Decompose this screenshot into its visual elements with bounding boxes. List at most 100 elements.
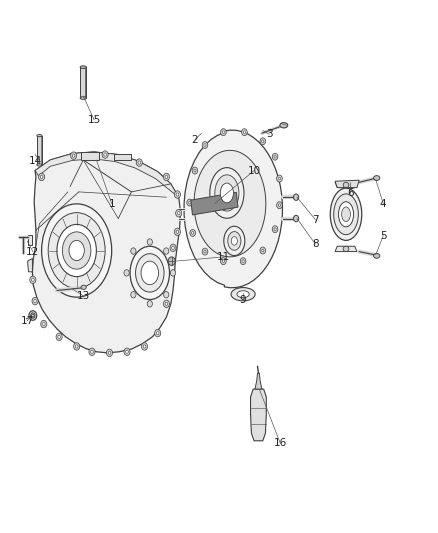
Text: 14: 14	[28, 156, 42, 166]
Ellipse shape	[31, 313, 35, 318]
Ellipse shape	[177, 212, 180, 215]
Ellipse shape	[260, 138, 265, 144]
Ellipse shape	[131, 248, 136, 254]
Ellipse shape	[188, 201, 191, 204]
Ellipse shape	[272, 226, 278, 232]
Ellipse shape	[42, 204, 112, 297]
Ellipse shape	[240, 258, 246, 265]
Ellipse shape	[242, 129, 247, 136]
Ellipse shape	[228, 231, 241, 250]
Ellipse shape	[202, 248, 208, 255]
Ellipse shape	[215, 175, 239, 211]
Ellipse shape	[30, 276, 36, 284]
Polygon shape	[255, 373, 262, 389]
Ellipse shape	[156, 332, 159, 335]
Ellipse shape	[220, 258, 226, 265]
Text: 15: 15	[88, 115, 101, 125]
Text: 7: 7	[312, 215, 319, 224]
Ellipse shape	[261, 140, 264, 142]
Ellipse shape	[280, 123, 288, 128]
Ellipse shape	[176, 230, 179, 233]
Ellipse shape	[34, 300, 36, 303]
Text: 17: 17	[21, 316, 34, 326]
Ellipse shape	[339, 201, 353, 227]
Ellipse shape	[210, 167, 244, 219]
Bar	[191, 192, 238, 215]
Ellipse shape	[74, 343, 80, 350]
Ellipse shape	[242, 260, 244, 263]
Polygon shape	[335, 246, 357, 252]
Ellipse shape	[80, 97, 86, 99]
Ellipse shape	[48, 213, 105, 288]
Ellipse shape	[277, 175, 282, 182]
Ellipse shape	[81, 285, 86, 289]
Polygon shape	[194, 150, 266, 257]
Ellipse shape	[108, 351, 111, 354]
Ellipse shape	[163, 300, 170, 308]
Ellipse shape	[57, 224, 96, 277]
Ellipse shape	[69, 240, 84, 261]
Ellipse shape	[172, 246, 174, 249]
Text: 3: 3	[266, 130, 273, 139]
Ellipse shape	[272, 154, 278, 160]
Ellipse shape	[231, 288, 255, 301]
Ellipse shape	[141, 343, 148, 350]
Ellipse shape	[155, 329, 161, 337]
Ellipse shape	[58, 335, 60, 338]
Ellipse shape	[293, 215, 299, 222]
Ellipse shape	[220, 183, 233, 203]
Text: 11: 11	[217, 252, 230, 262]
Ellipse shape	[170, 244, 176, 252]
Ellipse shape	[342, 207, 350, 222]
Ellipse shape	[374, 176, 380, 180]
Polygon shape	[335, 182, 357, 188]
Ellipse shape	[222, 260, 224, 263]
Ellipse shape	[41, 320, 47, 328]
Polygon shape	[32, 152, 180, 353]
Ellipse shape	[170, 270, 176, 276]
Ellipse shape	[163, 173, 170, 181]
Ellipse shape	[163, 248, 169, 254]
Ellipse shape	[136, 159, 142, 166]
Ellipse shape	[130, 246, 170, 300]
Ellipse shape	[143, 345, 146, 348]
Ellipse shape	[131, 292, 136, 298]
Text: 4: 4	[380, 199, 387, 208]
Ellipse shape	[104, 153, 106, 156]
Ellipse shape	[106, 349, 113, 357]
Ellipse shape	[330, 188, 362, 240]
Text: 13: 13	[77, 291, 90, 301]
Ellipse shape	[274, 156, 276, 158]
Ellipse shape	[174, 191, 180, 198]
Ellipse shape	[42, 322, 45, 326]
Ellipse shape	[165, 175, 168, 179]
Ellipse shape	[192, 232, 194, 235]
Text: 8: 8	[312, 239, 319, 249]
Ellipse shape	[231, 237, 237, 245]
Ellipse shape	[32, 278, 34, 281]
Ellipse shape	[194, 169, 196, 172]
Text: 16: 16	[274, 439, 287, 448]
Ellipse shape	[147, 239, 152, 245]
Polygon shape	[251, 389, 266, 441]
Ellipse shape	[56, 333, 62, 341]
Ellipse shape	[75, 345, 78, 348]
Ellipse shape	[204, 250, 206, 253]
Ellipse shape	[136, 254, 164, 292]
Ellipse shape	[37, 164, 42, 166]
Ellipse shape	[126, 350, 128, 353]
Polygon shape	[28, 235, 32, 245]
Ellipse shape	[274, 228, 276, 231]
Ellipse shape	[293, 194, 299, 200]
Polygon shape	[335, 180, 359, 188]
Ellipse shape	[165, 302, 168, 305]
Text: 5: 5	[380, 231, 387, 240]
Ellipse shape	[278, 204, 281, 206]
Ellipse shape	[40, 175, 43, 179]
Ellipse shape	[39, 173, 45, 181]
Ellipse shape	[89, 348, 95, 356]
Ellipse shape	[32, 297, 38, 305]
Ellipse shape	[277, 201, 282, 208]
Polygon shape	[114, 154, 131, 160]
Text: 10: 10	[247, 166, 261, 175]
